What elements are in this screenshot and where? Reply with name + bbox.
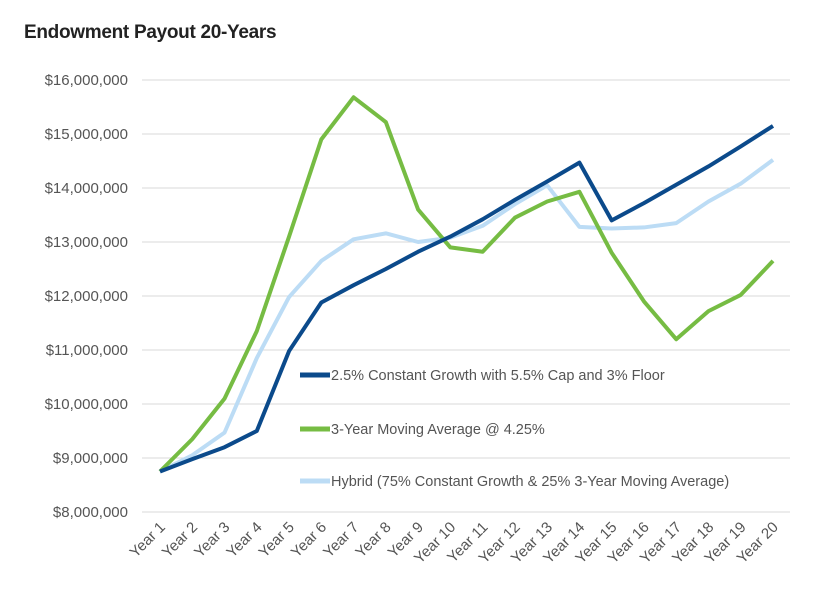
legend-label: Hybrid (75% Constant Growth & 25% 3-Year… (331, 474, 729, 490)
y-tick-label: $13,000,000 (45, 234, 128, 251)
x-tick-label: Year 3 (191, 519, 233, 561)
y-tick-label: $15,000,000 (45, 126, 128, 143)
y-tick-label: $10,000,000 (45, 396, 128, 413)
legend-label: 3-Year Moving Average @ 4.25% (331, 422, 545, 438)
y-tick-label: $8,000,000 (53, 504, 128, 521)
x-tick-label: Year 4 (223, 519, 265, 561)
series-line (158, 95, 775, 473)
x-tick-label: Year 2 (159, 519, 201, 561)
x-tick-label: Year 7 (320, 519, 362, 561)
y-tick-label: $12,000,000 (45, 288, 128, 305)
x-tick-label: Year 1 (127, 519, 169, 561)
y-tick-label: $9,000,000 (53, 450, 128, 467)
y-tick-label: $11,000,000 (46, 342, 128, 359)
legend-label: 2.5% Constant Growth with 5.5% Cap and 3… (331, 368, 665, 384)
x-tick-label: Year 8 (352, 519, 394, 561)
series-line (159, 124, 775, 474)
series-line (159, 158, 775, 474)
x-tick-label: Year 5 (256, 519, 298, 561)
chart-title: Endowment Payout 20-Years (24, 22, 277, 43)
x-tick-label: Year 6 (288, 519, 330, 561)
y-tick-label: $14,000,000 (45, 180, 128, 197)
y-tick-label: $16,000,000 (45, 72, 128, 89)
